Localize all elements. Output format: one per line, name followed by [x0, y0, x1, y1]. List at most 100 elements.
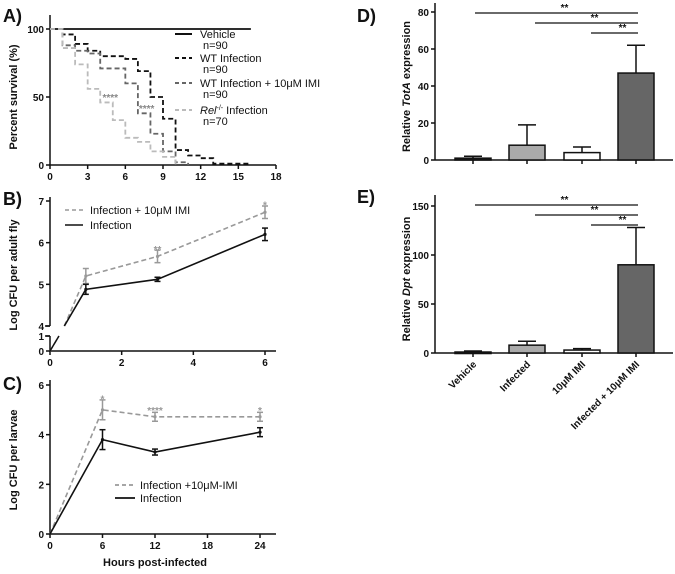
- y-tick-label: 0: [423, 349, 429, 360]
- legend-entry: Infection + 10μM IMI: [90, 205, 190, 217]
- y-tick-label: 4: [38, 322, 44, 333]
- bar-vehicle: [454, 157, 492, 161]
- data-point: [84, 274, 88, 278]
- y-tick-label: 60: [418, 45, 430, 56]
- panel-label: D): [357, 6, 376, 26]
- bar-infected-10-m-imi: [617, 264, 655, 354]
- y-tick-label: 0: [423, 156, 429, 167]
- data-point: [153, 415, 157, 419]
- x-tick-label: 4: [191, 358, 197, 369]
- x-tick-label: 12: [195, 172, 207, 183]
- legend-n: n=90: [203, 89, 228, 101]
- significance-annotation: **: [619, 23, 627, 34]
- y-tick-label: 7: [38, 197, 44, 208]
- bar-infected: [508, 344, 546, 354]
- bar-infected: [508, 144, 546, 161]
- x-tick-label: 6: [100, 541, 106, 552]
- series-line-0: [49, 408, 260, 535]
- legend-n: n=70: [203, 116, 228, 128]
- significance-annotation: **: [591, 13, 599, 24]
- legend-name: Rel: [200, 105, 217, 117]
- significance-annotation: *: [263, 200, 267, 211]
- significance-annotation: **: [561, 195, 569, 206]
- y-tick-label: 40: [418, 82, 430, 93]
- y-tick-label: 1: [38, 332, 44, 343]
- y-tick-label: 80: [418, 8, 430, 19]
- data-point: [100, 408, 105, 412]
- legend-entry: Infection +10μM-IMI: [140, 480, 238, 492]
- legend-name: WT Infection + 10μM IMI: [200, 78, 320, 90]
- data-point: [100, 438, 105, 442]
- data-point: [263, 210, 267, 214]
- legend-entry: Vehicle: [200, 29, 235, 41]
- legend-entry: Infection: [140, 493, 182, 505]
- y-axis-label-part: Dpt: [401, 276, 413, 296]
- significance-annotation: **: [619, 215, 627, 226]
- legend-entry: WT Infection: [200, 53, 262, 65]
- significance-annotation: *: [258, 406, 262, 417]
- y-tick-label: 0: [38, 347, 44, 358]
- x-tick-label: 2: [119, 358, 125, 369]
- y-tick-label: 100: [412, 251, 429, 262]
- series-line-break-segment: [49, 335, 60, 352]
- x-tick-label: 0: [47, 541, 53, 552]
- legend-entry: Infection: [90, 220, 132, 232]
- significance-annotation: **: [561, 3, 569, 14]
- data-point: [153, 450, 157, 454]
- series-line-1: [63, 233, 266, 327]
- x-tick-label: 0: [47, 172, 53, 183]
- series-line-0: [63, 211, 266, 327]
- legend-name: WT Infection: [200, 53, 262, 65]
- significance-annotation: *: [101, 395, 105, 406]
- panel-label: B): [3, 189, 22, 209]
- survival-curve-2: [50, 28, 190, 165]
- bar-infected-10-m-imi: [617, 72, 655, 161]
- data-point: [258, 415, 262, 419]
- x-tick-label: Infected: [498, 359, 533, 394]
- y-tick-label: 100: [27, 25, 44, 36]
- legend-entry: WT Infection + 10μM IMI: [200, 78, 320, 90]
- y-tick-label: 150: [412, 202, 429, 213]
- x-tick-label: 10μM IMI: [550, 359, 588, 397]
- data-point: [155, 277, 160, 281]
- x-tick-label: 18: [270, 172, 282, 183]
- x-tick-label: 12: [149, 541, 161, 552]
- significance-annotation: ****: [147, 406, 163, 417]
- survival-curve-3: [50, 28, 177, 165]
- y-tick-label: 6: [38, 239, 44, 250]
- x-tick-label: 18: [202, 541, 214, 552]
- panel-label: C): [3, 374, 22, 394]
- data-point: [84, 287, 88, 291]
- y-axis-label-part: expression: [401, 21, 413, 82]
- x-tick-label: Vehicle: [447, 359, 479, 391]
- x-tick-label: 0: [47, 358, 53, 369]
- x-tick-label: 6: [262, 358, 268, 369]
- panel-label: A): [3, 6, 22, 26]
- legend-n: n=90: [203, 40, 228, 52]
- y-axis-label: Log CFU per larvae: [8, 410, 20, 511]
- y-tick-label: 50: [33, 93, 45, 104]
- x-tick-label: 3: [85, 172, 91, 183]
- panel-label: E): [357, 187, 375, 207]
- bar-10-m-imi: [563, 151, 601, 161]
- y-axis-label-part: expression: [401, 216, 413, 277]
- bar-10-m-imi: [563, 349, 601, 354]
- series-line-1: [49, 431, 261, 535]
- x-tick-label: 9: [160, 172, 166, 183]
- y-tick-label: 5: [38, 280, 44, 291]
- y-axis-label-part: Relative: [401, 107, 413, 152]
- data-point: [258, 430, 262, 434]
- x-tick-label: 15: [233, 172, 245, 183]
- data-point: [155, 254, 160, 259]
- legend-n: n=90: [203, 64, 228, 76]
- legend-superscript: -/-: [217, 105, 224, 112]
- x-tick-label: 24: [254, 541, 266, 552]
- significance-annotation: **: [154, 245, 162, 256]
- y-tick-label: 0: [38, 161, 44, 172]
- x-axis-label: Hours post-infected: [103, 557, 207, 569]
- y-axis-label: Percent survival (%): [8, 44, 20, 149]
- y-tick-label: 50: [418, 300, 430, 311]
- y-tick-label: 2: [38, 480, 44, 491]
- significance-annotation: ****: [139, 104, 155, 115]
